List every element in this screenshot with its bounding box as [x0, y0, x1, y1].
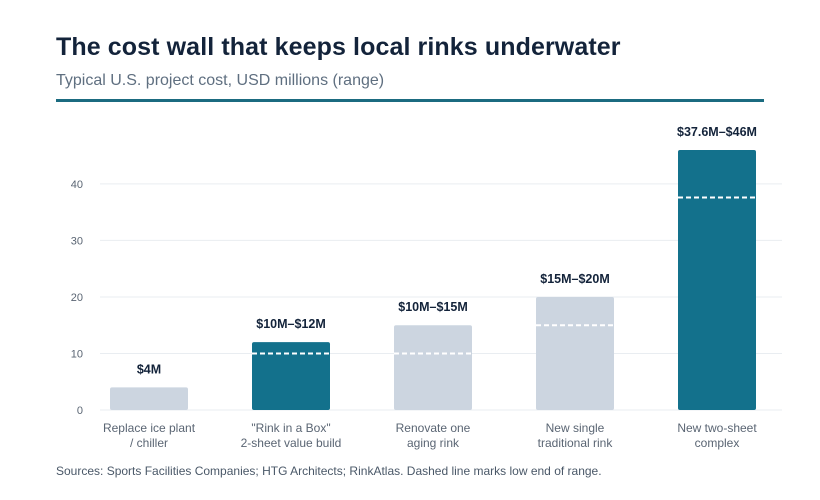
label-layer: $4M Replace ice plant / chiller $10M–$12M "R…	[103, 125, 757, 450]
x-tick-label-line: traditional rink	[538, 436, 614, 450]
data-label: $10M–$15M	[398, 300, 468, 314]
x-tick-label: New single traditional rink	[538, 421, 614, 450]
x-tick-label: Renovate one aging rink	[396, 421, 471, 450]
bar	[110, 387, 188, 410]
source-note: Sources: Sports Facilities Companies; HT…	[56, 464, 602, 478]
chart-title: The cost wall that keeps local rinks und…	[56, 33, 621, 61]
bar-layer	[110, 150, 756, 410]
x-tick-label: Replace ice plant / chiller	[103, 421, 196, 450]
y-tick-label: 40	[71, 179, 83, 191]
bar	[252, 342, 330, 410]
data-label: $37.6M–$46M	[677, 125, 757, 139]
y-tick-label: 30	[71, 235, 83, 247]
x-tick-label-line: "Rink in a Box"	[251, 421, 330, 435]
x-tick-label-line: Renovate one	[396, 421, 471, 435]
x-tick-label-line: aging rink	[407, 436, 460, 450]
data-label: $15M–$20M	[540, 272, 610, 286]
y-tick-label: 20	[71, 292, 83, 304]
x-tick-label-line: New two-sheet	[677, 421, 757, 435]
x-tick-label: New two-sheet complex	[677, 421, 757, 450]
bar	[394, 325, 472, 410]
x-tick-label-line: / chiller	[130, 436, 168, 450]
x-tick-label: "Rink in a Box" 2-sheet value build	[241, 421, 342, 450]
data-label: $4M	[137, 362, 161, 376]
bar	[536, 296, 614, 410]
x-tick-label-line: complex	[695, 436, 740, 450]
x-tick-label-line: New single	[546, 421, 605, 435]
y-tick-label: 10	[71, 348, 83, 360]
data-label: $10M–$12M	[256, 317, 326, 331]
bar	[678, 150, 756, 410]
y-tick-label: 0	[77, 405, 83, 417]
x-tick-label-line: 2-sheet value build	[241, 436, 342, 450]
x-tick-label-line: Replace ice plant	[103, 421, 196, 435]
title-divider	[56, 99, 764, 102]
chart-subtitle: Typical U.S. project cost, USD millions …	[56, 72, 385, 89]
